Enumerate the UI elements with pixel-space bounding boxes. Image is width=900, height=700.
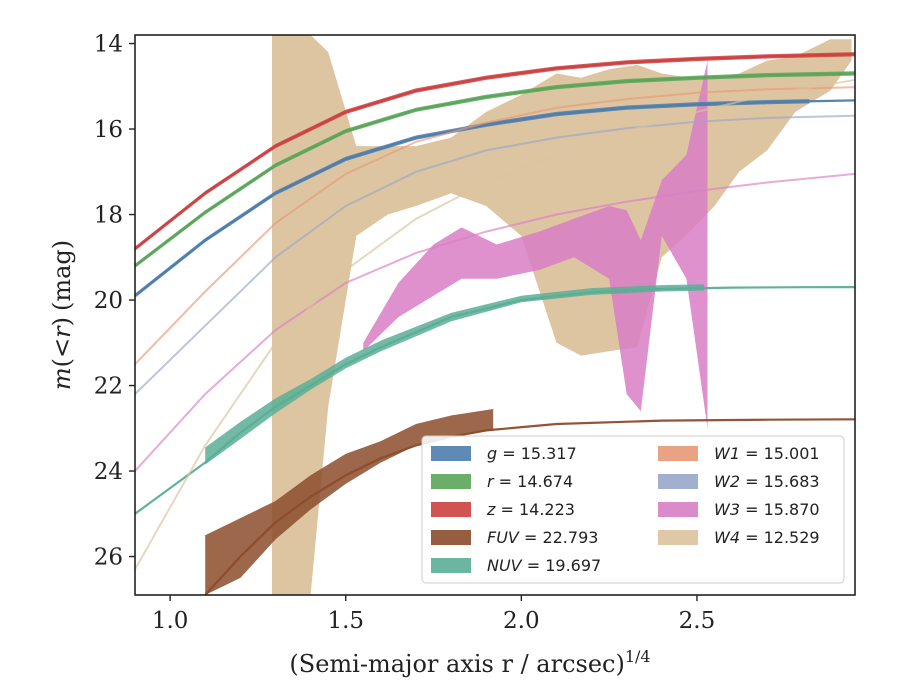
x-tick-label: 2.5 [679, 608, 716, 634]
band-nuv [205, 284, 704, 465]
legend-swatch-w4 [658, 530, 698, 545]
y-tick-label: 26 [94, 545, 123, 571]
curve-nuv [135, 286, 855, 515]
legend-label-nuv: NUV = 19.697 [487, 556, 601, 575]
legend-label-r: r = 14.674 [487, 472, 573, 491]
legend-label-w3: W3 = 15.870 [714, 500, 820, 519]
y-label-m: m [48, 367, 76, 390]
legend-label-g: g = 15.317 [487, 444, 577, 463]
curve-fuv [204, 418, 855, 595]
band-g [135, 99, 810, 298]
x-axis-label-text: (Semi-major axis r / arcsec) [289, 650, 624, 678]
y-tick-label: 22 [94, 374, 123, 400]
curve-g [135, 99, 855, 297]
plot-frame [134, 34, 856, 596]
curve-w1 [135, 86, 855, 365]
band-w3 [363, 60, 708, 429]
legend-swatch-w1 [658, 446, 698, 461]
legend-swatch-z [431, 502, 471, 517]
uncertainty-bands [135, 35, 855, 595]
y-label-lt: < [48, 338, 76, 358]
x-tick-label: 2.0 [503, 608, 540, 634]
y-label-unit: (mag) [48, 240, 76, 311]
x-axis-label-exponent: 1/4 [625, 647, 651, 666]
curve-w3 [135, 172, 855, 472]
y-tick-label: 16 [94, 117, 123, 143]
band-fuv [205, 409, 494, 595]
y-label-open: ( [48, 358, 76, 367]
legend-swatch-fuv [431, 530, 471, 545]
legend-swatch-nuv [431, 558, 471, 573]
legend-swatch-g [431, 446, 471, 461]
y-axis-label: m(<r) (mag) [48, 240, 76, 390]
curve-w4 [135, 78, 855, 570]
y-tick-label: 24 [94, 459, 123, 485]
model-curves [135, 53, 855, 595]
y-label-close: ) [48, 317, 76, 326]
legend-swatch-w3 [658, 502, 698, 517]
x-tick-label: 1.5 [327, 608, 364, 634]
y-axis-ticks: 14 16 18 20 22 24 26 [94, 32, 135, 571]
y-tick-label: 20 [94, 288, 123, 314]
legend-label-z: z = 14.223 [486, 500, 575, 519]
legend-swatch-w2 [658, 474, 698, 489]
y-tick-label: 14 [94, 32, 123, 58]
x-axis-ticks: 1.0 1.5 2.0 2.5 [152, 595, 715, 634]
curve-w2 [135, 114, 855, 395]
y-tick-label: 18 [94, 203, 123, 229]
x-axis-label: (Semi-major axis r / arcsec)1/4 [289, 647, 650, 678]
legend-label-w4: W4 = 12.529 [714, 528, 820, 547]
curve-z [135, 53, 855, 250]
legend-box [421, 435, 845, 584]
legend-label-w1: W1 = 15.001 [714, 444, 820, 463]
legend: g = 15.317 r = 14.674 z = 14.223 FUV = 22.7… [421, 435, 845, 584]
y-label-r: r [48, 325, 76, 338]
curve-r [135, 72, 855, 267]
legend-swatch-r [431, 474, 471, 489]
legend-label-fuv: FUV = 22.793 [487, 528, 598, 547]
x-tick-label: 1.0 [152, 608, 189, 634]
legend-label-w2: W2 = 15.683 [714, 472, 820, 491]
